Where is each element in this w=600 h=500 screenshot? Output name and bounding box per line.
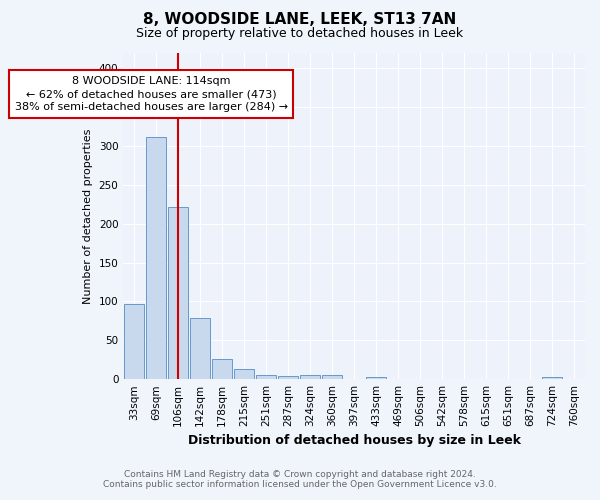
Text: Size of property relative to detached houses in Leek: Size of property relative to detached ho…	[136, 28, 464, 40]
Bar	[301, 376, 320, 379]
Bar	[212, 359, 232, 379]
Bar	[124, 304, 144, 379]
Bar	[256, 376, 276, 379]
X-axis label: Distribution of detached houses by size in Leek: Distribution of detached houses by size …	[188, 434, 521, 448]
Bar	[278, 376, 298, 379]
Bar	[146, 136, 166, 379]
Y-axis label: Number of detached properties: Number of detached properties	[83, 128, 93, 304]
Text: Contains HM Land Registry data © Crown copyright and database right 2024.
Contai: Contains HM Land Registry data © Crown c…	[103, 470, 497, 489]
Bar	[190, 318, 210, 379]
Bar	[542, 377, 562, 379]
Bar	[322, 376, 342, 379]
Bar	[235, 369, 254, 379]
Bar	[169, 206, 188, 379]
Text: 8, WOODSIDE LANE, LEEK, ST13 7AN: 8, WOODSIDE LANE, LEEK, ST13 7AN	[143, 12, 457, 28]
Bar	[366, 377, 386, 379]
Text: 8 WOODSIDE LANE: 114sqm
← 62% of detached houses are smaller (473)
38% of semi-d: 8 WOODSIDE LANE: 114sqm ← 62% of detache…	[15, 76, 288, 112]
